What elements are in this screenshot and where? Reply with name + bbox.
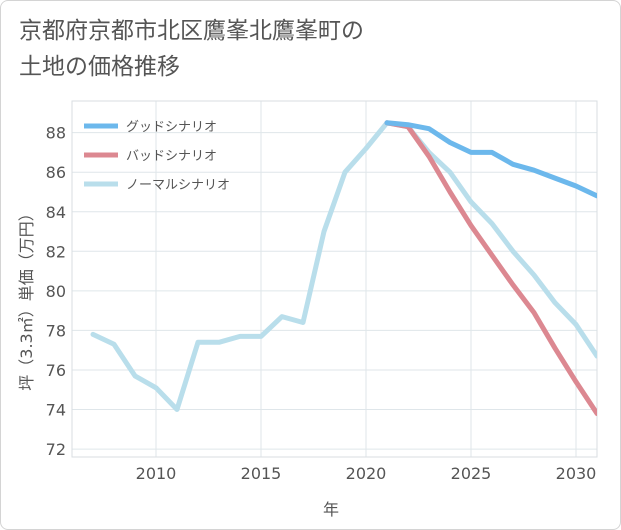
legend-label-bad: バッドシナリオ — [126, 149, 217, 164]
chart-title-line-2: 土地の価格推移 — [19, 54, 180, 80]
y-tick-label: 86 — [46, 163, 66, 182]
y-axis-ticks: 72 74 76 78 80 82 84 86 88 — [46, 124, 66, 459]
y-tick-label: 72 — [46, 440, 66, 459]
y-tick-label: 84 — [46, 203, 66, 222]
plot-area-frame — [71, 100, 598, 458]
y-tick-label: 88 — [46, 124, 66, 143]
chart-title-line-1: 京都府京都市北区鷹峯北鷹峯町の — [19, 18, 364, 44]
x-axis-label: 年 — [323, 500, 339, 519]
chart-title: 京都府京都市北区鷹峯北鷹峯町の 土地の価格推移 — [19, 13, 579, 85]
y-tick-label: 82 — [46, 242, 66, 261]
legend-label-good: グッドシナリオ — [126, 120, 217, 135]
x-tick-label: 2020 — [346, 464, 387, 483]
y-tick-label: 74 — [46, 401, 66, 420]
y-axis-label: 坪（3.3㎡）単価（万円） — [17, 205, 36, 390]
series-line-good — [384, 120, 597, 199]
y-tick-label: 80 — [46, 282, 66, 301]
series-line-normal — [90, 120, 597, 412]
legend-label-normal: ノーマルシナリオ — [126, 178, 230, 193]
x-tick-label: 2030 — [556, 464, 597, 483]
series-line-bad — [384, 120, 597, 416]
y-tick-label: 76 — [46, 361, 66, 380]
x-tick-label: 2015 — [241, 464, 282, 483]
x-tick-label: 2025 — [451, 464, 492, 483]
series-lines — [90, 120, 597, 416]
y-tick-label: 78 — [46, 321, 66, 340]
grid-lines — [72, 101, 597, 457]
x-tick-label: 2010 — [136, 464, 177, 483]
x-axis-ticks: 2010 2015 2020 2025 2030 — [136, 464, 597, 483]
